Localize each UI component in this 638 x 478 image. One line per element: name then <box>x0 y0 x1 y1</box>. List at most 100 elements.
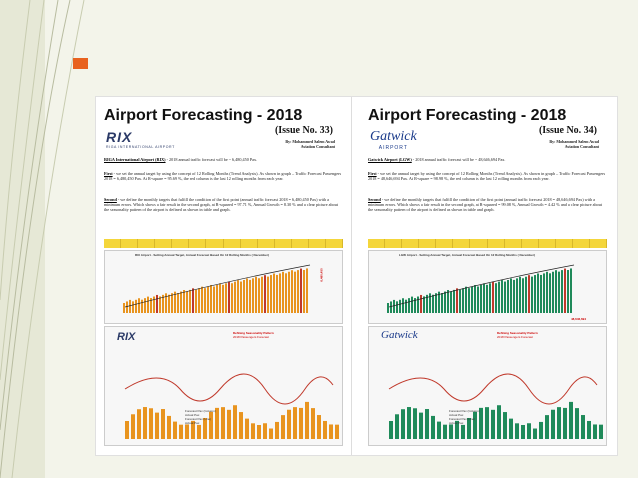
decorative-bar <box>528 275 530 313</box>
document-page-lgw: Airport Forecasting - 2018 (Issue No. 34… <box>360 97 615 455</box>
decorative-bar <box>137 409 141 439</box>
legend-item: Forecast Pax (Line) <box>449 417 476 421</box>
decorative-bar <box>425 409 429 439</box>
decorative-bar <box>131 414 135 439</box>
decorative-bar <box>543 273 545 313</box>
forecast-value: 6,480,450 <box>319 268 324 282</box>
decorative-bar <box>281 415 285 439</box>
author-role: Aviation Consultant <box>300 144 335 149</box>
chart2-legend: Forecast Pax (Column) Actual Pax Forecas… <box>449 409 480 425</box>
author-name: By: Mohammed Salem Awad <box>549 139 599 144</box>
decorative-bar <box>534 275 536 313</box>
decorative-bar <box>293 407 297 439</box>
decorative-bar <box>219 283 221 313</box>
decorative-bar <box>275 421 279 439</box>
bars-svg <box>387 264 575 313</box>
decorative-bar <box>402 298 404 313</box>
second-text: - we define the monthly targets that ful… <box>368 197 602 213</box>
decorative-bar <box>438 291 440 313</box>
decorative-bar <box>461 424 465 439</box>
decorative-bar <box>405 299 407 313</box>
decorative-bar <box>432 294 434 313</box>
decorative-bar <box>581 415 585 439</box>
decorative-bar <box>329 424 333 439</box>
chart-title: RIX Airport - Setting Annual Target, Ann… <box>135 253 269 257</box>
document-page-rix: Airport Forecasting - 2018 (Issue No. 33… <box>96 97 352 455</box>
decorative-bar <box>504 281 506 313</box>
decorative-bar <box>411 296 413 313</box>
decorative-bar <box>209 411 213 439</box>
slide-content: Airport Forecasting - 2018 (Issue No. 33… <box>95 96 618 456</box>
decorative-bar <box>443 424 447 439</box>
legend-item: Forecast Pax (Line) <box>185 417 212 421</box>
decorative-bar <box>246 278 248 313</box>
decorative-bar <box>495 283 497 313</box>
second-paragraph: Second - we define the monthly targets t… <box>104 197 343 213</box>
decorative-bar <box>407 407 411 439</box>
decorative-bar <box>563 407 567 439</box>
decorative-bar <box>228 281 230 313</box>
legend-item: Actual Pax <box>449 421 464 425</box>
decorative-bar <box>417 296 419 313</box>
chart2-title: Defining Seasonality Pattern <box>497 331 538 335</box>
decorative-bar <box>264 275 266 313</box>
decorative-bar <box>503 412 507 439</box>
decorative-bar <box>561 270 563 313</box>
intro-paragraph: Gatwick Airport (LGW) - 2018 annual traf… <box>368 157 607 162</box>
chart2-title: Defining Seasonality Pattern <box>233 331 274 335</box>
decorative-bar <box>234 281 236 313</box>
decorative-bar <box>126 301 128 313</box>
decorative-bar <box>239 412 243 439</box>
decorative-bar <box>479 407 483 439</box>
month-strip <box>368 239 608 248</box>
decorative-bar <box>575 408 579 439</box>
decorative-bar <box>537 273 539 313</box>
decorative-bar <box>399 299 401 313</box>
legend-item: Forecast Pax (Column) <box>185 409 216 413</box>
legend-item: Forecast Pax (Column) <box>449 409 480 413</box>
decorative-bar <box>516 278 518 313</box>
decorative-bar <box>480 284 482 313</box>
decorative-bar <box>143 407 147 439</box>
decorative-bar <box>540 274 542 313</box>
decorative-bar <box>395 414 399 439</box>
decorative-bar <box>303 270 305 313</box>
decorative-bar <box>291 270 293 313</box>
decorative-bar <box>441 293 443 313</box>
decorative-bar <box>423 296 425 313</box>
decorative-bar <box>531 276 533 313</box>
decorative-bar <box>569 401 573 439</box>
decorative-bar <box>221 407 225 439</box>
decorative-bar <box>294 271 296 313</box>
decorative-bar <box>551 409 555 439</box>
chart-title: LGW Airport - Setting Annual Target, Ann… <box>399 253 535 257</box>
decorative-bar <box>450 291 452 313</box>
decorative-bar <box>149 408 153 439</box>
bars-svg <box>123 264 311 313</box>
decorative-bar <box>444 291 446 313</box>
decorative-bar <box>393 299 395 313</box>
decorative-bar <box>255 276 257 313</box>
decorative-bar <box>323 420 327 439</box>
decorative-bar <box>195 289 197 313</box>
author-block: By: Mohammed Salem Awad Aviation Consult… <box>549 139 599 149</box>
decorative-bar <box>335 424 339 439</box>
decorative-bar <box>261 276 263 313</box>
decorative-bar <box>546 271 548 313</box>
decorative-bar <box>545 415 549 439</box>
decorative-bar <box>180 291 182 313</box>
decorative-bar <box>177 293 179 313</box>
decorative-bar <box>567 270 569 313</box>
decorative-bar <box>564 268 566 313</box>
seasonality-chart: RIX Defining Seasonality Pattern 2018 Pa… <box>104 326 343 446</box>
month-strip <box>104 239 344 248</box>
decorative-bar <box>285 273 287 313</box>
decorative-bar <box>161 409 165 439</box>
decorative-bar <box>227 409 231 439</box>
airport-heading: Gatwick Airport (LGW) <box>368 157 412 162</box>
decorative-bar <box>474 285 476 313</box>
decorative-bar <box>267 276 269 313</box>
decorative-bar <box>222 284 224 313</box>
decorative-bar <box>420 294 422 313</box>
logo-text: Gatwick <box>370 129 417 144</box>
